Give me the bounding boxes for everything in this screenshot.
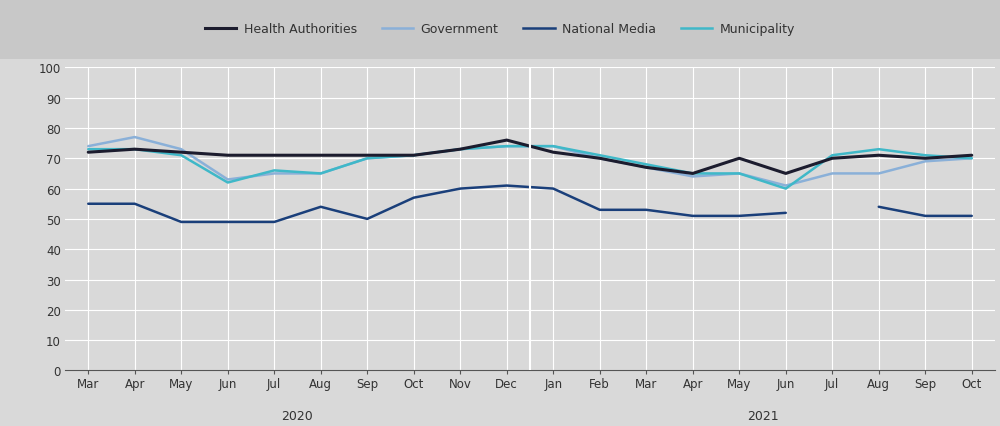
- Text: 2021: 2021: [747, 409, 778, 422]
- Text: 2020: 2020: [282, 409, 313, 422]
- Legend: Health Authorities, Government, National Media, Municipality: Health Authorities, Government, National…: [200, 18, 800, 41]
